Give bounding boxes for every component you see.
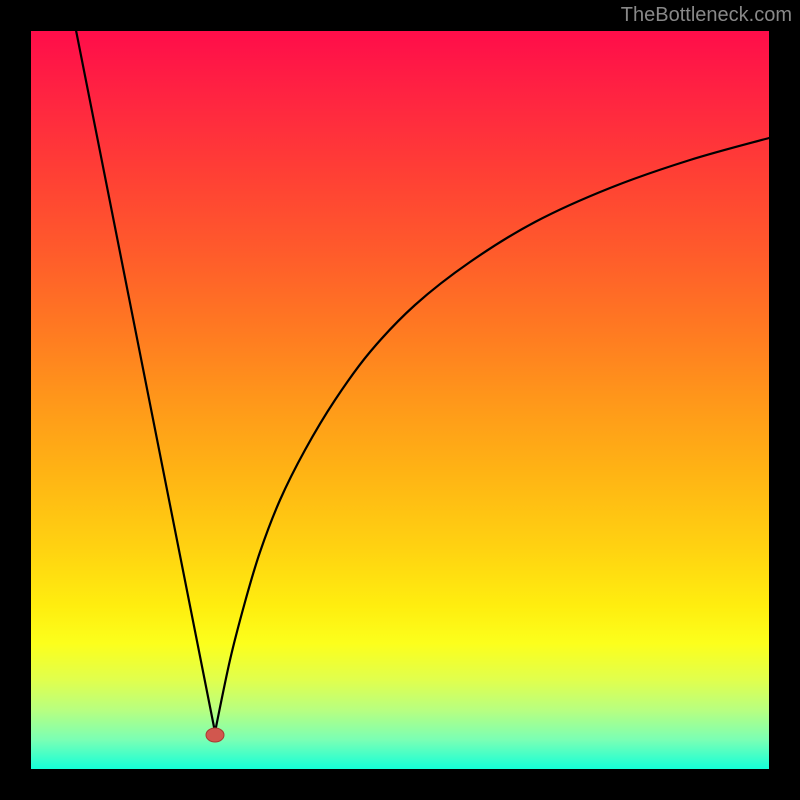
bottleneck-chart [0, 0, 800, 800]
plot-area [31, 31, 769, 769]
valley-marker [206, 728, 224, 742]
chart-container: TheBottleneck.com [0, 0, 800, 800]
watermark-text: TheBottleneck.com [621, 4, 792, 27]
